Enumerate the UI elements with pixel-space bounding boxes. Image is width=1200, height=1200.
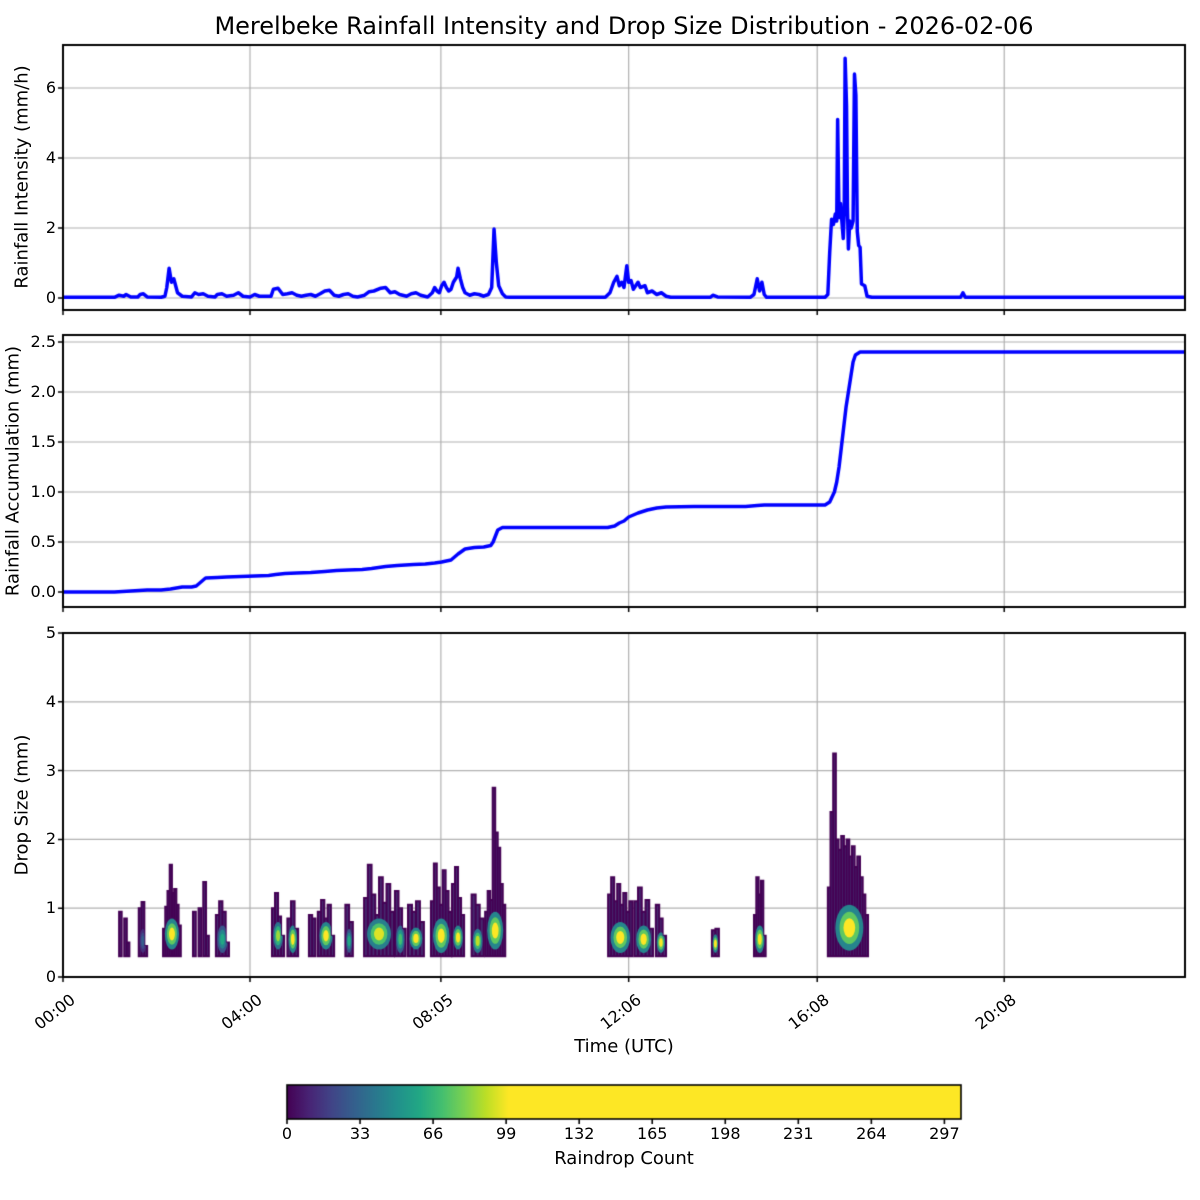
y-tick-label-intensity: 6 xyxy=(45,78,56,97)
y-tick-label-dropsize: 4 xyxy=(45,691,56,711)
y-tick-label-dropsize: 0 xyxy=(45,967,56,986)
colorbar-tick-label: 99 xyxy=(495,1124,517,1143)
y-tick-label-dropsize: 2 xyxy=(45,829,56,849)
colorbar-tick-label: 198 xyxy=(709,1124,741,1143)
y-tick-label-accumulation: 2.0 xyxy=(30,382,56,401)
colorbar-tick-label: 264 xyxy=(856,1124,887,1143)
y-tick-label-intensity: 0 xyxy=(45,288,56,307)
colorbar-label: Raindrop Count xyxy=(554,1148,694,1169)
colorbar-tick-label: 297 xyxy=(929,1124,960,1143)
colorbar-tick-label: 231 xyxy=(783,1124,814,1143)
y-tick-label-dropsize: 3 xyxy=(45,760,56,780)
colorbar-tick-label: 33 xyxy=(349,1124,371,1143)
y-axis-label-dropsize: Drop Size (mm) xyxy=(11,734,33,876)
y-tick-label-accumulation: 0.0 xyxy=(30,582,56,601)
y-tick-label-accumulation: 0.5 xyxy=(30,532,56,551)
y-tick-label-accumulation: 1.0 xyxy=(30,482,56,501)
colorbar-tick-label: 165 xyxy=(636,1124,668,1143)
y-tick-label-dropsize: 5 xyxy=(45,623,56,642)
y-tick-label-accumulation: 2.5 xyxy=(30,332,56,351)
y-tick-label-intensity: 4 xyxy=(45,148,56,167)
y-tick-label-dropsize: 1 xyxy=(45,898,56,918)
y-tick-label-intensity: 2 xyxy=(45,218,56,237)
chart-title: Merelbeke Rainfall Intensity and Drop Si… xyxy=(214,12,1034,40)
colorbar-tick-label: 66 xyxy=(422,1124,444,1143)
y-axis-label-intensity: Rainfall Intensity (mm/h) xyxy=(11,65,33,289)
colorbar-tick-label: 0 xyxy=(281,1124,293,1143)
x-axis-label: Time (UTC) xyxy=(574,1036,674,1057)
colorbar-tick-label: 132 xyxy=(563,1124,595,1143)
y-tick-label-accumulation: 1.5 xyxy=(30,432,56,451)
